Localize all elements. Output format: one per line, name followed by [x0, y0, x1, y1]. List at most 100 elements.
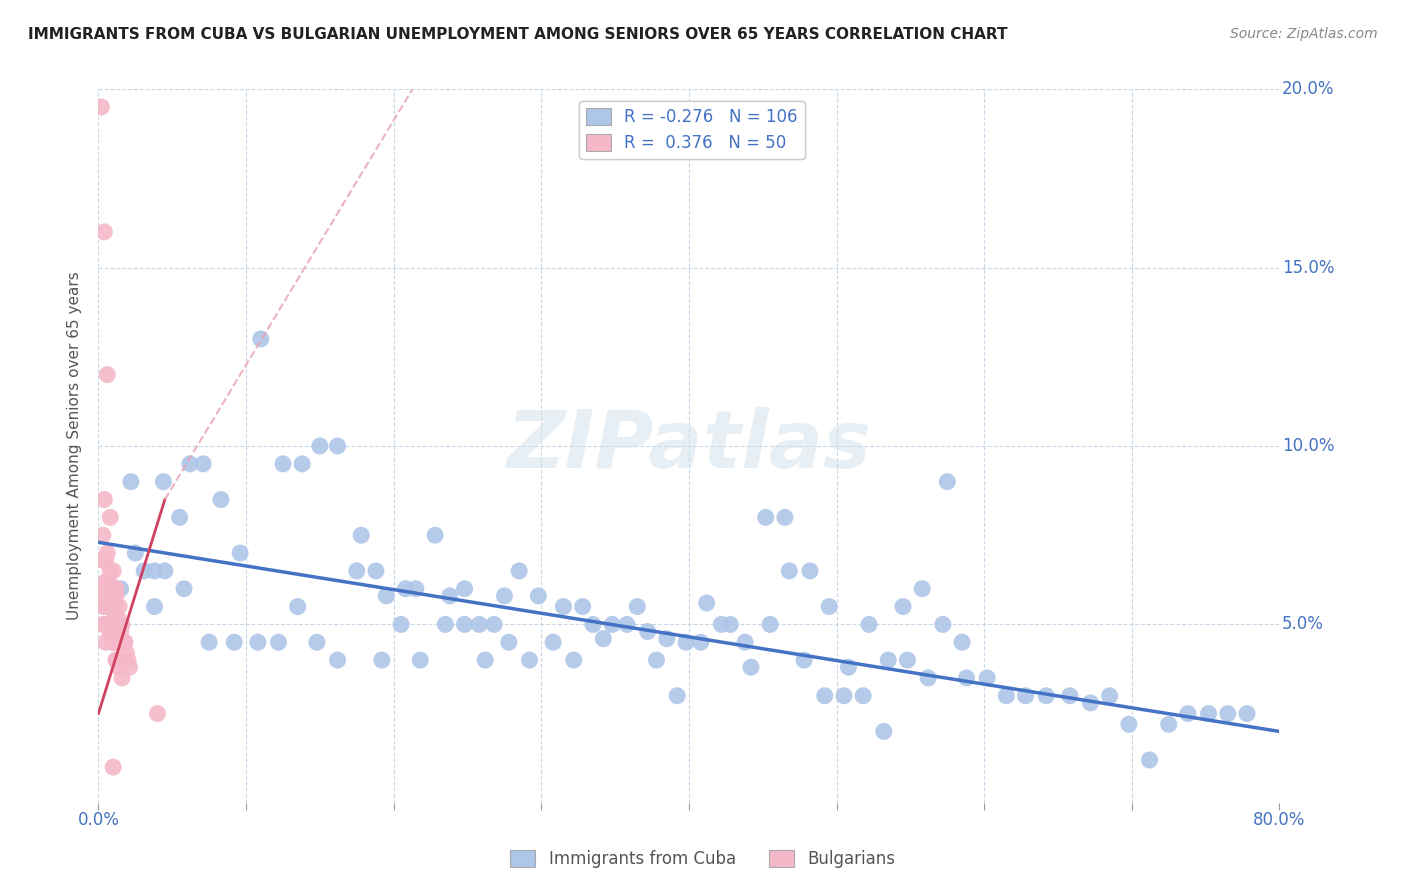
Point — [224, 635, 246, 649]
Point — [91, 528, 114, 542]
Point — [571, 599, 593, 614]
Point — [93, 599, 115, 614]
Point — [740, 660, 762, 674]
Point — [100, 589, 122, 603]
Point — [97, 589, 120, 603]
Point — [1157, 717, 1180, 731]
Point — [468, 617, 491, 632]
Point — [153, 564, 176, 578]
Point — [291, 457, 314, 471]
Point — [616, 617, 638, 632]
Point — [103, 760, 125, 774]
Legend: R = -0.276   N = 106, R =  0.376   N = 50: R = -0.276 N = 106, R = 0.376 N = 50 — [579, 101, 804, 159]
Point — [1014, 689, 1036, 703]
Point — [936, 475, 959, 489]
Point — [837, 660, 859, 674]
Point — [110, 635, 132, 649]
Point — [124, 546, 146, 560]
Point — [143, 599, 166, 614]
Point — [104, 599, 127, 614]
Point — [105, 589, 128, 603]
Point — [877, 653, 900, 667]
Point — [778, 564, 800, 578]
Point — [995, 689, 1018, 703]
Point — [104, 610, 127, 624]
Point — [666, 689, 689, 703]
Point — [1059, 689, 1081, 703]
Point — [143, 564, 166, 578]
Point — [146, 706, 169, 721]
Point — [950, 635, 973, 649]
Point — [229, 546, 252, 560]
Point — [814, 689, 837, 703]
Text: 20.0%: 20.0% — [1282, 80, 1334, 98]
Point — [710, 617, 733, 632]
Point — [1216, 706, 1239, 721]
Point — [98, 564, 121, 578]
Text: ZIPatlas: ZIPatlas — [506, 407, 872, 485]
Point — [371, 653, 394, 667]
Point — [527, 589, 550, 603]
Point — [98, 624, 121, 639]
Point — [100, 599, 122, 614]
Point — [91, 553, 114, 567]
Point — [350, 528, 373, 542]
Point — [107, 610, 129, 624]
Point — [1098, 689, 1121, 703]
Text: 15.0%: 15.0% — [1282, 259, 1334, 277]
Point — [108, 660, 131, 674]
Text: IMMIGRANTS FROM CUBA VS BULGARIAN UNEMPLOYMENT AMONG SENIORS OVER 65 YEARS CORRE: IMMIGRANTS FROM CUBA VS BULGARIAN UNEMPL… — [28, 27, 1008, 42]
Point — [519, 653, 541, 667]
Point — [409, 653, 432, 667]
Point — [309, 439, 332, 453]
Point — [134, 564, 156, 578]
Point — [96, 617, 118, 632]
Point — [326, 653, 349, 667]
Point — [250, 332, 273, 346]
Point — [434, 617, 457, 632]
Point — [482, 617, 505, 632]
Legend: Immigrants from Cuba, Bulgarians: Immigrants from Cuba, Bulgarians — [503, 843, 903, 875]
Point — [592, 632, 614, 646]
Point — [120, 475, 142, 489]
Point — [793, 653, 815, 667]
Point — [209, 492, 232, 507]
Point — [689, 635, 711, 649]
Point — [90, 589, 112, 603]
Point — [453, 617, 475, 632]
Point — [932, 617, 955, 632]
Point — [696, 596, 718, 610]
Point — [105, 617, 128, 632]
Point — [423, 528, 446, 542]
Point — [105, 653, 128, 667]
Point — [96, 617, 118, 632]
Point — [103, 635, 125, 649]
Point — [896, 653, 918, 667]
Point — [1080, 696, 1102, 710]
Point — [955, 671, 977, 685]
Point — [917, 671, 939, 685]
Point — [91, 617, 114, 632]
Point — [117, 653, 139, 667]
Point — [773, 510, 796, 524]
Point — [108, 599, 131, 614]
Point — [474, 653, 496, 667]
Point — [103, 635, 125, 649]
Point — [115, 646, 138, 660]
Point — [637, 624, 659, 639]
Point — [976, 671, 998, 685]
Point — [645, 653, 668, 667]
Point — [675, 635, 697, 649]
Point — [852, 689, 875, 703]
Point — [94, 574, 117, 589]
Point — [326, 439, 349, 453]
Point — [98, 624, 121, 639]
Point — [553, 599, 575, 614]
Point — [541, 635, 564, 649]
Point — [98, 599, 121, 614]
Point — [103, 564, 125, 578]
Point — [494, 589, 516, 603]
Point — [1198, 706, 1220, 721]
Point — [96, 546, 118, 560]
Point — [389, 617, 412, 632]
